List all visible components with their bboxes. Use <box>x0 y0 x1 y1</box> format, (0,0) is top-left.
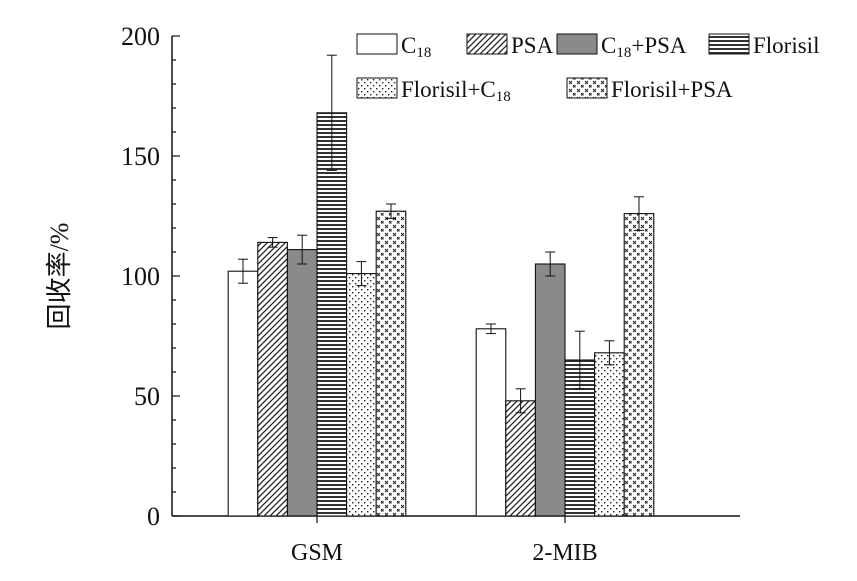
bar <box>227 270 259 517</box>
legend-swatch <box>566 77 608 99</box>
legend-label: Florisil <box>753 33 819 58</box>
legend-label: C18+PSA <box>601 33 687 61</box>
legend-item: Florisil+C18 <box>356 77 511 105</box>
legend-label: Florisil+PSA <box>611 77 733 102</box>
bar <box>623 213 655 517</box>
y-tick-label: 150 <box>121 142 160 171</box>
bar <box>505 400 536 517</box>
bars <box>227 112 655 517</box>
legend-swatch <box>708 33 750 55</box>
x-tick-label: 2-MIB <box>532 540 597 566</box>
legend-item: PSA <box>466 33 554 58</box>
legend-swatch <box>556 33 598 55</box>
legend-item: Florisil+PSA <box>566 77 733 102</box>
legend-label: PSA <box>511 33 554 58</box>
bar <box>375 210 407 517</box>
bar <box>475 328 507 517</box>
legend-label: Florisil+C18 <box>401 77 511 105</box>
legend-swatch <box>356 33 398 55</box>
bar <box>346 273 377 517</box>
bar <box>534 263 566 517</box>
legend-item: C18+PSA <box>556 33 687 61</box>
y-tick-label: 200 <box>121 22 160 51</box>
x-tick-label: GSM <box>291 540 343 566</box>
y-tick-label: 100 <box>121 262 160 291</box>
tick-labels: 0 50 100 150 200 GSM 2-MIB <box>121 22 598 566</box>
bar <box>286 249 318 517</box>
bar <box>257 241 288 517</box>
legend-swatch <box>466 33 508 55</box>
y-axis-label: 回收率/% <box>45 223 74 330</box>
legend-label: C18 <box>401 33 431 61</box>
bar <box>316 112 348 517</box>
error-bars <box>238 54 644 414</box>
legend-item: C18 <box>356 33 431 61</box>
y-tick-label: 0 <box>147 502 160 531</box>
y-tick-label: 50 <box>134 382 160 411</box>
bar <box>594 352 625 517</box>
legend-swatch <box>356 77 398 99</box>
legend-item: Florisil <box>708 33 819 58</box>
legend: C18 PSA C18+PSA Florisil Florisil+C18 Florisi… <box>356 33 819 105</box>
